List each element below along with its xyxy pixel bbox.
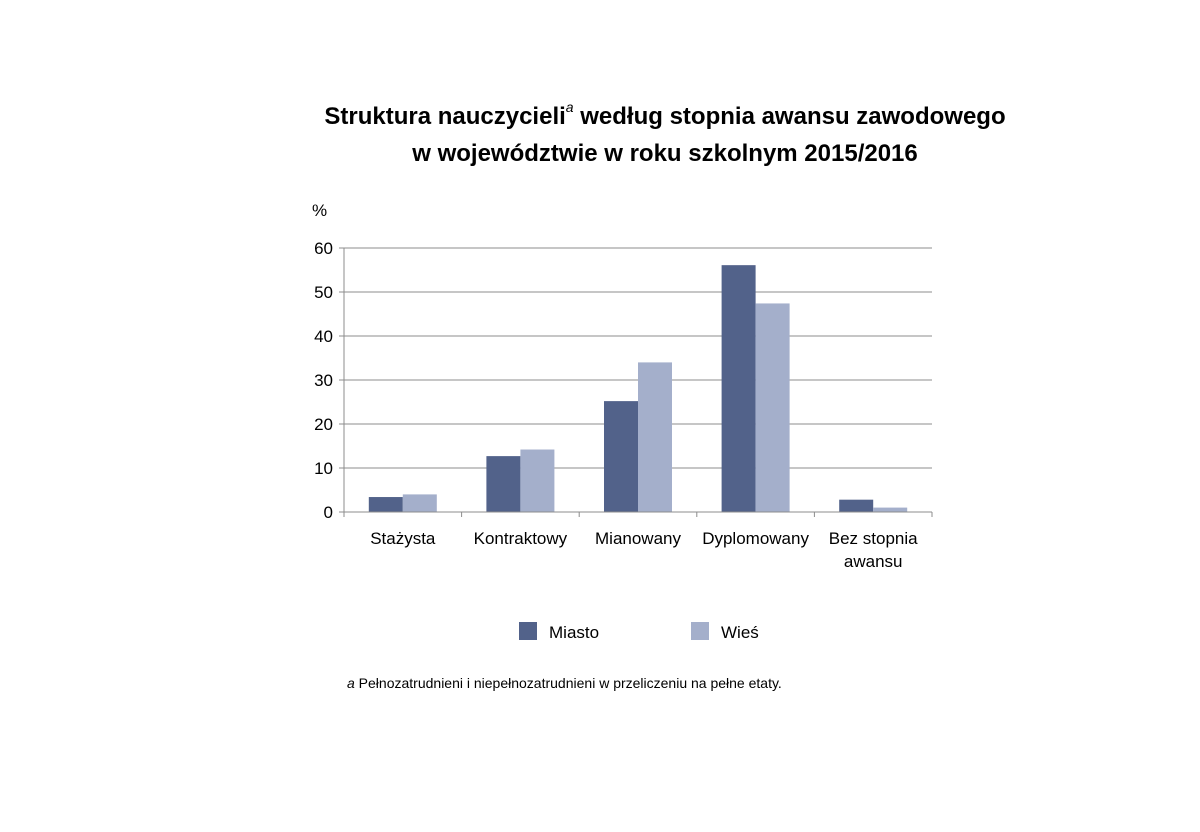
y-tick-label: 10	[314, 459, 333, 478]
y-tick-label: 60	[314, 239, 333, 258]
footnote-text: Pełnozatrudnieni i niepełnozatrudnieni w…	[354, 675, 782, 691]
legend-label: Miasto	[549, 623, 599, 642]
title-text-1b: według stopnia awansu zawodowego	[573, 103, 1006, 130]
y-axis-unit-label: %	[312, 201, 327, 220]
category-label: Stażysta	[370, 529, 436, 548]
bar-wieś	[402, 494, 437, 512]
category-label: Mianowany	[595, 529, 681, 548]
category-label: Bez stopnia	[829, 529, 918, 548]
footnote: a Pełnozatrudnieni i niepełnozatrudnieni…	[347, 675, 782, 691]
title-footnote-marker: a	[565, 99, 574, 115]
category-label: Dyplomowany	[702, 529, 809, 548]
bar-miasto	[839, 499, 874, 512]
bar-miasto	[721, 265, 756, 512]
legend-swatch	[519, 622, 537, 640]
title-text-1: Struktura nauczycieli	[324, 103, 566, 130]
title-line-1: Struktura nauczycielia według stopnia aw…	[300, 92, 1030, 135]
category-label: Kontraktowy	[474, 529, 568, 548]
bar-wieś	[638, 362, 672, 512]
y-tick-label: 40	[314, 327, 333, 346]
category-label: awansu	[844, 552, 903, 571]
y-tick-label: 50	[314, 283, 333, 302]
bar-miasto	[604, 401, 638, 512]
footnote-marker: a	[347, 675, 355, 691]
legend-swatch	[691, 622, 709, 640]
bar-miasto	[486, 456, 521, 512]
legend-label: Wieś	[721, 623, 759, 642]
bar-miasto	[368, 497, 403, 512]
chart-title: Struktura nauczycielia według stopnia aw…	[300, 92, 1030, 172]
bar-wieś	[873, 507, 908, 512]
title-line-2: w województwie w roku szkolnym 2015/2016	[412, 140, 918, 167]
y-tick-label: 0	[324, 503, 333, 522]
bar-wieś	[520, 449, 555, 512]
y-tick-label: 30	[314, 371, 333, 390]
y-tick-label: 20	[314, 415, 333, 434]
bar-wieś	[755, 303, 790, 512]
